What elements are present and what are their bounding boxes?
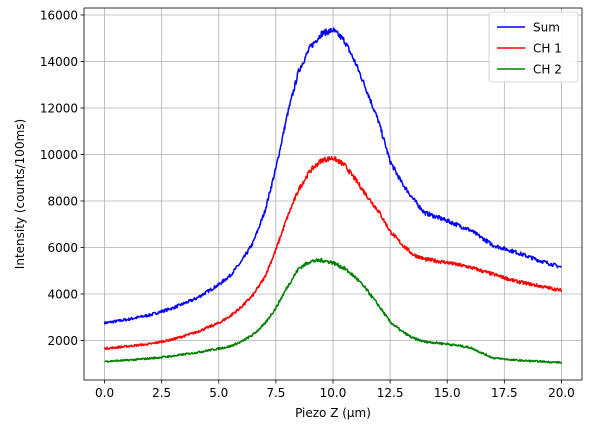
y-tick-label: 16000: [40, 8, 78, 22]
y-axis-label: Intensity (counts/100ms): [13, 119, 27, 269]
legend-label: CH 1: [533, 42, 562, 56]
y-tick-label: 10000: [40, 148, 78, 162]
y-tick-label: 14000: [40, 55, 78, 69]
legend-box: [488, 11, 579, 83]
series-lines: [103, 27, 563, 364]
x-tick-label: 15.0: [434, 386, 461, 400]
y-axis-ticks: 2000 4000 6000 8000 10000 12000 14000 16000: [40, 8, 84, 348]
x-tick-label: 2.5: [152, 386, 171, 400]
x-tick-label: 12.5: [377, 386, 404, 400]
series-line-sum: [103, 27, 563, 325]
legend-label: Sum: [533, 21, 560, 35]
y-tick-label: 6000: [47, 241, 78, 255]
x-tick-label: 17.5: [491, 386, 518, 400]
legend: Sum CH 1 CH 2: [488, 11, 579, 83]
y-tick-label: 4000: [47, 287, 78, 301]
y-tick-label: 2000: [47, 334, 78, 348]
x-tick-label: 10.0: [320, 386, 347, 400]
x-tick-label: 5.0: [209, 386, 228, 400]
y-tick-label: 12000: [40, 101, 78, 115]
legend-label: CH 2: [533, 63, 562, 77]
x-tick-label: 0.0: [95, 386, 114, 400]
y-tick-label: 8000: [47, 194, 78, 208]
x-tick-label: 20.0: [548, 386, 575, 400]
x-tick-label: 7.5: [266, 386, 285, 400]
series-line-ch-2: [104, 257, 563, 364]
x-axis-ticks: 0.0 2.5 5.0 7.5 10.0 12.5 15.0 17.5 20.0: [95, 380, 575, 400]
x-axis-label: Piezo Z (μm): [295, 406, 371, 420]
series-line-ch-1: [103, 156, 563, 351]
